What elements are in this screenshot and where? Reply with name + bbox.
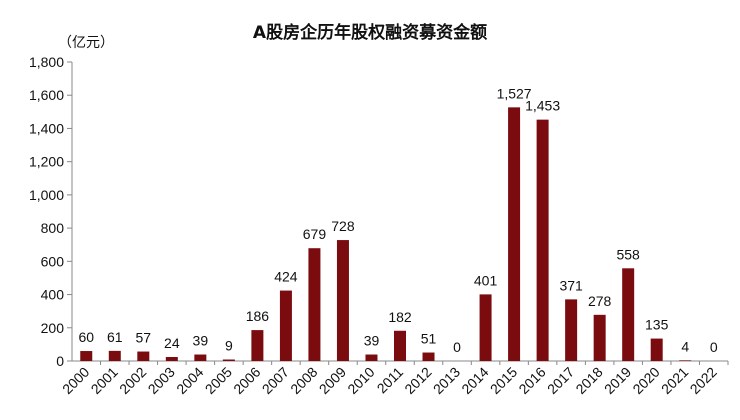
data-label-2011: 182 xyxy=(388,309,412,325)
data-label-2019: 558 xyxy=(616,246,640,262)
y-tick-label: 1,200 xyxy=(29,154,64,170)
x-tick-label-2017: 2017 xyxy=(544,364,577,397)
y-tick-label: 800 xyxy=(41,220,65,236)
y-axis-unit-label: （亿元） xyxy=(58,35,114,51)
data-label-2005: 9 xyxy=(225,338,233,354)
bar-2009 xyxy=(336,240,349,361)
data-label-2018: 278 xyxy=(588,293,612,309)
x-tick-label-2019: 2019 xyxy=(601,364,634,397)
chart-title: A股房企历年股权融资募资金额 xyxy=(252,23,488,43)
y-tick-label: 200 xyxy=(41,320,65,336)
data-label-2016: 1,453 xyxy=(525,98,560,114)
data-label-2020: 135 xyxy=(645,317,669,333)
data-label-2003: 24 xyxy=(164,335,180,351)
x-tick-label-2001: 2001 xyxy=(88,364,121,397)
data-label-2001: 61 xyxy=(107,329,123,345)
data-label-2013: 0 xyxy=(453,339,461,355)
data-label-2014: 401 xyxy=(474,272,498,288)
bar-2000 xyxy=(80,351,93,361)
x-tick-label-2018: 2018 xyxy=(572,364,605,397)
bar-2006 xyxy=(251,330,264,361)
y-tick-label: 600 xyxy=(41,253,65,269)
bar-2001 xyxy=(108,350,121,361)
bar-2021 xyxy=(679,360,692,361)
x-tick-label-2021: 2021 xyxy=(658,364,691,397)
x-tick-label-2002: 2002 xyxy=(116,364,149,397)
y-tick-label: 1,800 xyxy=(29,54,64,70)
bar-2002 xyxy=(137,351,150,361)
data-label-2000: 60 xyxy=(78,329,94,345)
x-tick-label-2015: 2015 xyxy=(487,364,520,397)
bar-2005 xyxy=(222,359,235,361)
x-tick-label-2000: 2000 xyxy=(59,364,92,397)
x-tick-label-2016: 2016 xyxy=(515,364,548,397)
x-tick-label-2010: 2010 xyxy=(344,364,377,397)
bar-2003 xyxy=(165,357,178,361)
x-tick-label-2014: 2014 xyxy=(458,364,491,397)
bar-2016 xyxy=(536,119,549,361)
x-tick-label-2007: 2007 xyxy=(259,364,292,397)
data-label-2010: 39 xyxy=(364,333,380,349)
data-label-2002: 57 xyxy=(136,330,152,346)
x-tick-label-2012: 2012 xyxy=(401,364,434,397)
data-label-2012: 51 xyxy=(421,331,437,347)
y-tick-label: 0 xyxy=(56,353,64,369)
bar-2014 xyxy=(479,294,492,361)
y-tick-label: 1,600 xyxy=(29,87,64,103)
data-label-2009: 728 xyxy=(331,218,355,234)
bar-2012 xyxy=(422,352,435,361)
x-tick-label-2005: 2005 xyxy=(202,364,235,397)
bar-2004 xyxy=(194,354,207,361)
x-tick-label-2003: 2003 xyxy=(145,364,178,397)
data-label-2021: 4 xyxy=(681,338,689,354)
data-label-2017: 371 xyxy=(559,277,583,293)
x-tick-label-2006: 2006 xyxy=(230,364,263,397)
y-tick-label: 1,000 xyxy=(29,187,64,203)
y-tick-label: 400 xyxy=(41,287,65,303)
data-label-2015: 1,527 xyxy=(497,85,532,101)
bar-2010 xyxy=(365,354,378,361)
x-tick-label-2022: 2022 xyxy=(687,364,720,397)
bar-2018 xyxy=(593,314,606,361)
y-tick-label: 1,400 xyxy=(29,120,64,136)
data-label-2022: 0 xyxy=(710,339,718,355)
bar-2017 xyxy=(565,299,578,361)
data-label-2004: 39 xyxy=(193,333,209,349)
data-label-2008: 679 xyxy=(303,226,327,242)
bar-2011 xyxy=(394,330,406,361)
bar-2019 xyxy=(622,268,635,361)
bar-2008 xyxy=(308,248,321,361)
x-tick-label-2013: 2013 xyxy=(430,364,463,397)
data-label-2006: 186 xyxy=(246,308,270,324)
data-label-2007: 424 xyxy=(274,269,298,285)
x-tick-label-2011: 2011 xyxy=(374,364,407,397)
bar-2020 xyxy=(650,338,663,361)
x-tick-label-2020: 2020 xyxy=(629,364,662,397)
bar-2015 xyxy=(508,107,521,362)
bar-2007 xyxy=(279,290,292,361)
x-tick-label-2009: 2009 xyxy=(316,364,349,397)
x-tick-label-2008: 2008 xyxy=(287,364,320,397)
x-tick-label-2004: 2004 xyxy=(173,364,206,397)
